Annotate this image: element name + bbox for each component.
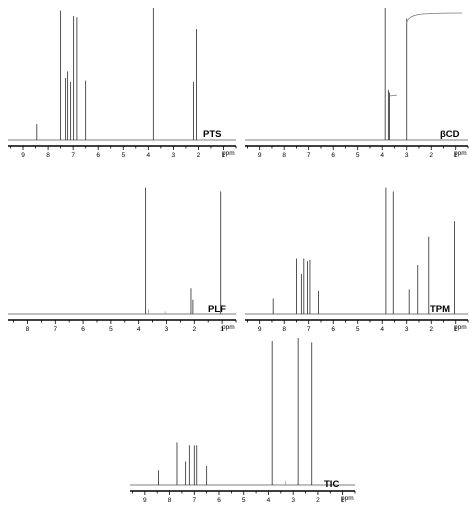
x-tick-label: 5 bbox=[242, 497, 246, 504]
spectrum-label: PTS bbox=[203, 129, 221, 140]
x-axis-unit: ppm bbox=[454, 324, 467, 331]
x-tick-label: 1 bbox=[341, 497, 345, 504]
spectrum-label: βCD bbox=[440, 129, 460, 140]
x-tick-label: 8 bbox=[26, 326, 30, 333]
x-tick-label: 9 bbox=[258, 152, 262, 159]
x-tick-label: 8 bbox=[46, 152, 50, 159]
x-tick-label: 7 bbox=[71, 152, 75, 159]
x-tick-label: 6 bbox=[96, 152, 100, 159]
x-tick-label: 1 bbox=[454, 326, 458, 333]
integral-trace bbox=[389, 94, 398, 97]
x-tick-label: 8 bbox=[282, 152, 286, 159]
x-tick-label: 7 bbox=[307, 326, 311, 333]
x-tick-label: 4 bbox=[380, 326, 384, 333]
spectrum-label: TIC bbox=[324, 479, 339, 490]
x-tick-label: 3 bbox=[405, 326, 409, 333]
x-tick-label: 4 bbox=[380, 152, 384, 159]
x-tick-label: 4 bbox=[267, 497, 271, 504]
x-tick-label: 8 bbox=[168, 497, 172, 504]
x-tick-label: 2 bbox=[429, 326, 433, 333]
x-tick-label: 1 bbox=[220, 326, 224, 333]
x-tick-label: 3 bbox=[405, 152, 409, 159]
x-tick-label: 2 bbox=[316, 497, 320, 504]
x-tick-label: 7 bbox=[192, 497, 196, 504]
x-tick-label: 1 bbox=[222, 152, 226, 159]
spectrum-label: TPM bbox=[430, 304, 450, 315]
integral-trace bbox=[406, 12, 463, 23]
x-axis-unit: ppm bbox=[222, 324, 235, 331]
x-tick-label: 9 bbox=[258, 326, 262, 333]
x-tick-label: 6 bbox=[81, 326, 85, 333]
x-tick-label: 2 bbox=[192, 326, 196, 333]
x-tick-label: 7 bbox=[53, 326, 57, 333]
x-tick-label: 6 bbox=[217, 497, 221, 504]
x-tick-label: 5 bbox=[121, 152, 125, 159]
x-tick-label: 9 bbox=[143, 497, 147, 504]
x-axis-unit: ppm bbox=[341, 495, 354, 502]
x-tick-label: 2 bbox=[197, 152, 201, 159]
x-tick-label: 4 bbox=[137, 326, 141, 333]
x-axis-unit: ppm bbox=[454, 150, 467, 157]
spectrum-label: PLF bbox=[208, 304, 226, 315]
x-tick-label: 1 bbox=[454, 152, 458, 159]
x-tick-label: 5 bbox=[109, 326, 113, 333]
x-tick-label: 5 bbox=[356, 152, 360, 159]
x-tick-label: 6 bbox=[331, 326, 335, 333]
x-axis-unit: ppm bbox=[222, 150, 235, 157]
x-tick-label: 8 bbox=[282, 326, 286, 333]
x-tick-label: 3 bbox=[172, 152, 176, 159]
x-tick-label: 3 bbox=[165, 326, 169, 333]
x-tick-label: 2 bbox=[429, 152, 433, 159]
x-tick-label: 3 bbox=[291, 497, 295, 504]
x-tick-label: 5 bbox=[356, 326, 360, 333]
x-tick-label: 9 bbox=[21, 152, 25, 159]
x-tick-label: 6 bbox=[331, 152, 335, 159]
x-tick-label: 7 bbox=[307, 152, 311, 159]
x-tick-label: 4 bbox=[146, 152, 150, 159]
